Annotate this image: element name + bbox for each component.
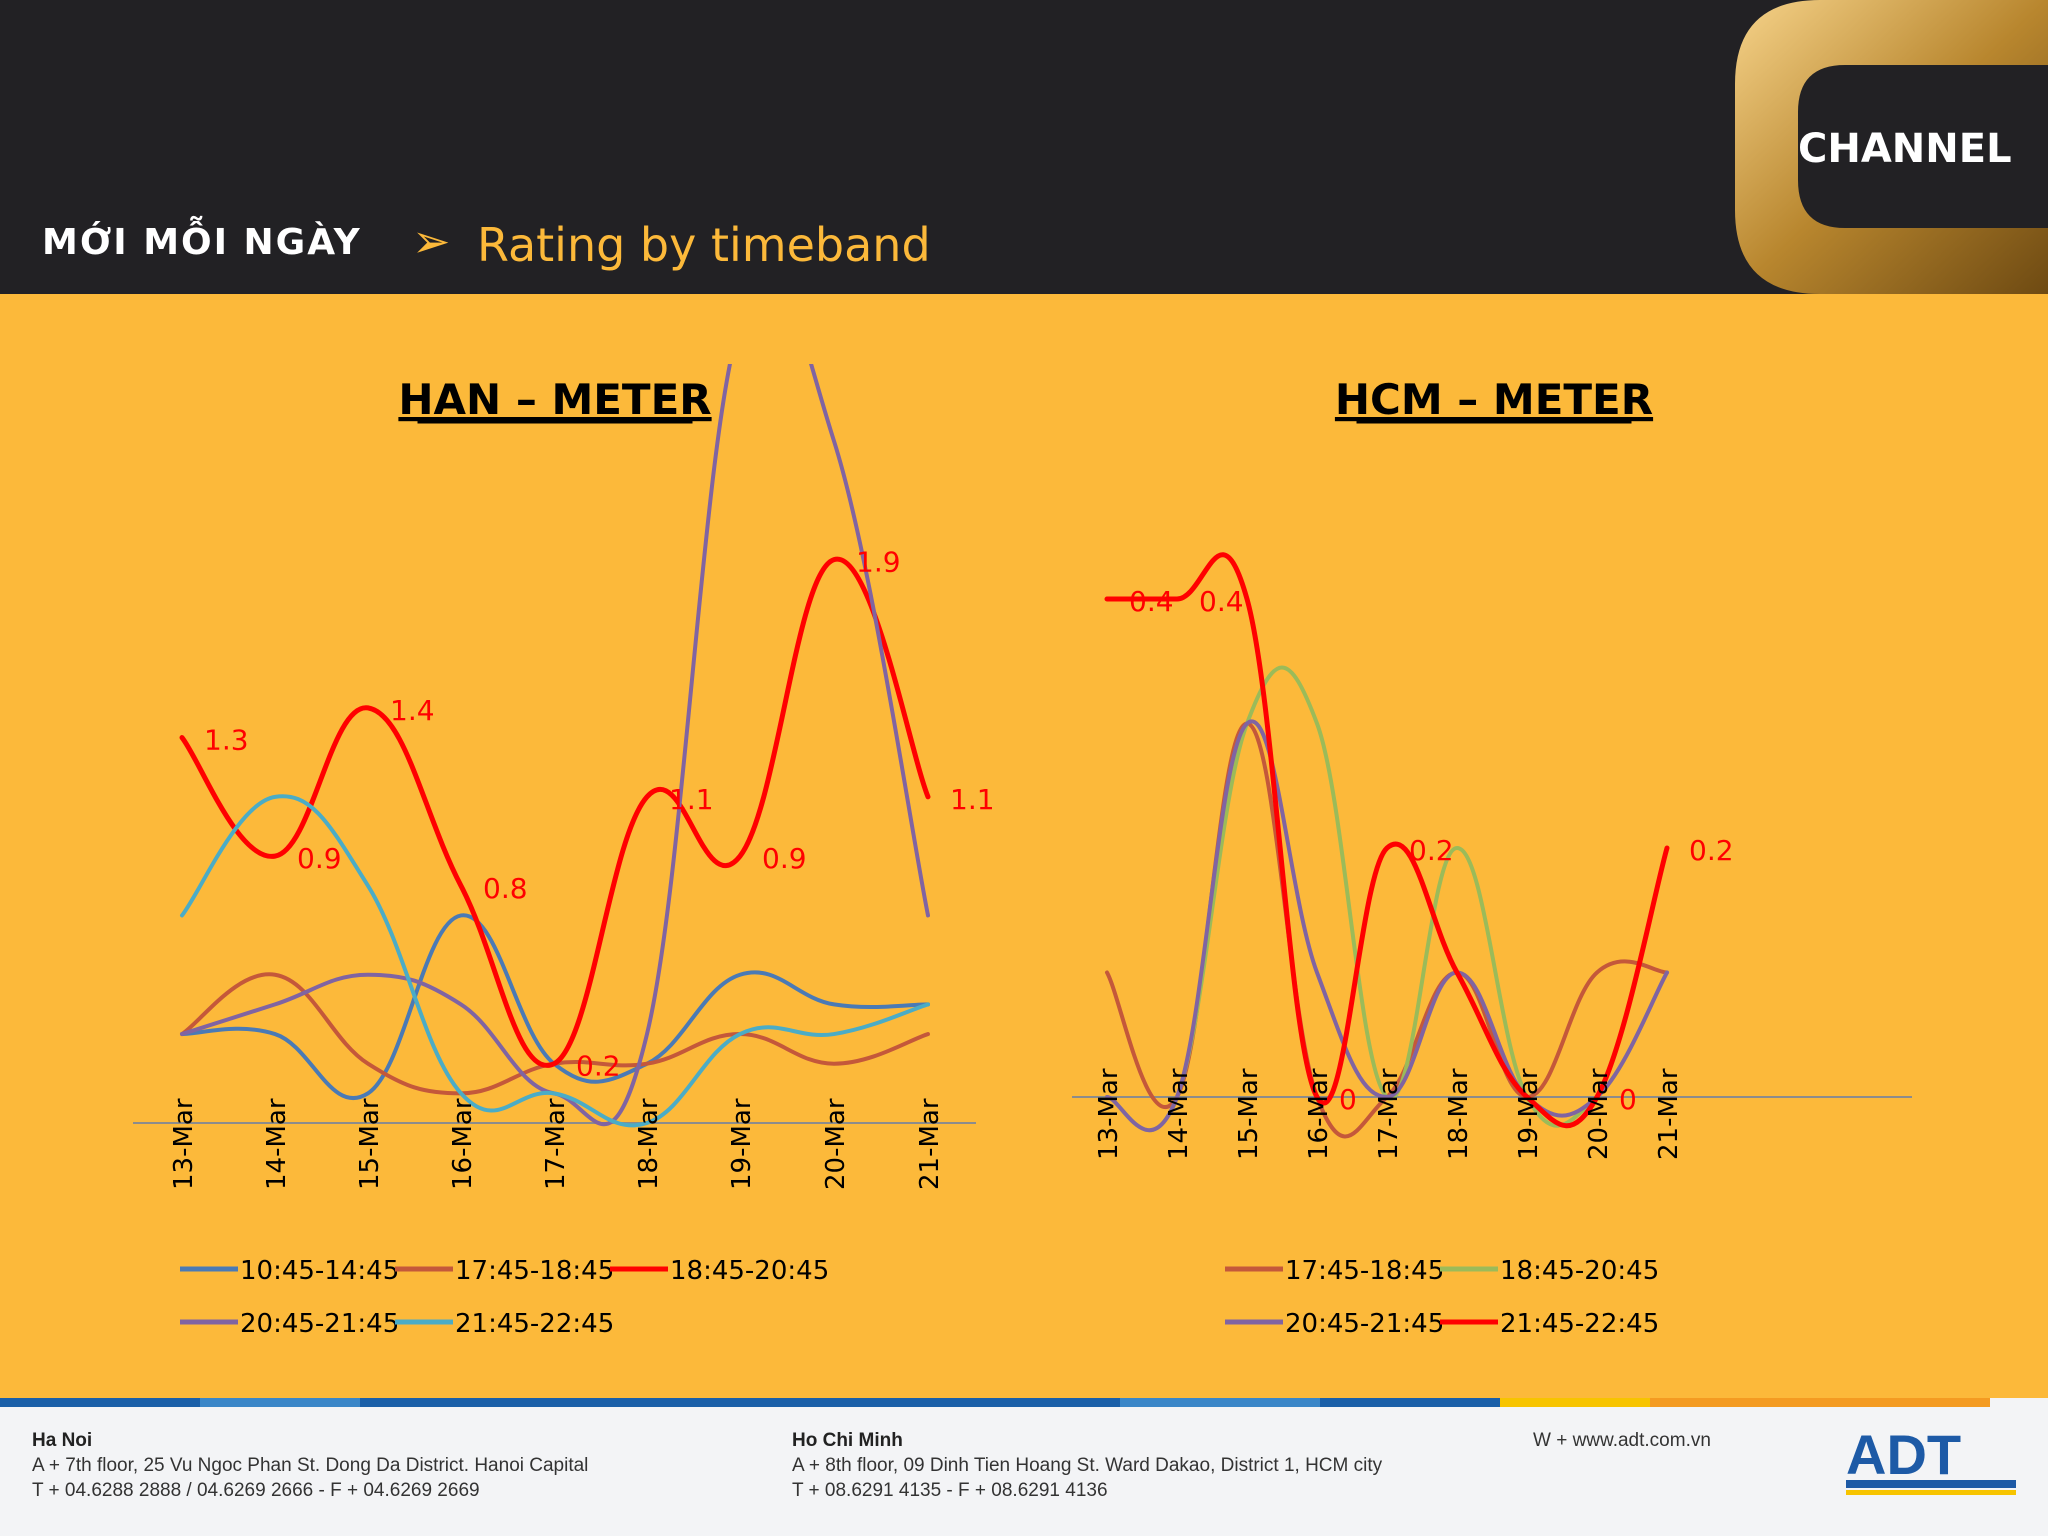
channel-logo: CHANNEL: [1735, 0, 2048, 294]
header-bar: MỚI MỖI NGÀY ➢ Rating by timeband CHANNE…: [0, 0, 2048, 294]
legend-label: 20:45-21:45: [1285, 1309, 1444, 1339]
series-line-2145_2245: [180, 794, 930, 1128]
x-tick-label: 13-Mar: [169, 1098, 199, 1190]
x-tick-label: 17-Mar: [541, 1098, 571, 1190]
footer-hcm-phone: T + 08.6291 4135 - F + 08.6291 4136: [792, 1480, 1108, 1501]
data-label: 1.3: [204, 724, 249, 757]
footer: Ha Noi A + 7th floor, 25 Vu Ngoc Phan St…: [0, 1398, 2048, 1536]
footer-hcm-city: Ho Chi Minh: [792, 1430, 903, 1451]
chart-hcm-meter: HCM – METER 0.4 0.4 0 0.2 0 0.2 13-Mar 14-Mar 15-…: [1072, 375, 1912, 1339]
footer-hanoi-city: Ha Noi: [32, 1430, 93, 1451]
footer-hcm-address: A + 8th floor, 09 Dinh Tien Hoang St. Wa…: [792, 1455, 1383, 1476]
legend-label: 21:45-22:45: [1500, 1309, 1659, 1339]
legend-label: 21:45-22:45: [455, 1309, 614, 1339]
data-label: 1.9: [856, 546, 901, 579]
data-label: 0.8: [483, 872, 528, 905]
data-label: 0.2: [1689, 834, 1734, 867]
footer-hanoi-address: A + 7th floor, 25 Vu Ngoc Phan St. Dong …: [32, 1455, 589, 1476]
data-label: 0.2: [576, 1050, 621, 1083]
footer-website-link[interactable]: W + www.adt.com.vn: [1533, 1430, 1711, 1451]
data-label: 0.9: [762, 842, 807, 875]
data-label: 0: [1339, 1083, 1357, 1116]
legend-entry: 21:45-22:45: [1440, 1309, 1659, 1339]
series-line-2145_2245: [1104, 552, 1670, 1129]
data-label: 1.1: [950, 783, 995, 816]
data-label: 0: [1619, 1083, 1637, 1116]
legend-entry: 18:45-20:45: [610, 1256, 829, 1286]
legend-label: 18:45-20:45: [670, 1256, 829, 1286]
legend-label: 17:45-18:45: [455, 1256, 614, 1286]
legend-entry: 17:45-18:45: [395, 1256, 614, 1286]
legend-entry: 20:45-21:45: [180, 1309, 399, 1339]
legend-label: 17:45-18:45: [1285, 1256, 1444, 1286]
footer-stripe: [0, 1398, 2048, 1407]
legend-label: 10:45-14:45: [240, 1256, 399, 1286]
chart-title: HAN – METER: [398, 375, 711, 424]
channel-logo-text: CHANNEL: [1798, 126, 2012, 172]
legend-entry: 18:45-20:45: [1440, 1256, 1659, 1286]
x-tick-label: 17-Mar: [1374, 1068, 1404, 1160]
charts-area: HAN – METER 1.3 0.9 1.4 0.8 0.2 1.1 0.9 1.9 1.1 13…: [133, 364, 1912, 1339]
x-tick-label: 19-Mar: [1514, 1068, 1544, 1160]
data-label: 0.9: [297, 842, 342, 875]
x-tick-label: 21-Mar: [915, 1098, 945, 1190]
legend-entry: 17:45-18:45: [1225, 1256, 1444, 1286]
series-line-1845_2045: [179, 557, 931, 1068]
series-line-2045_2145: [1105, 719, 1669, 1133]
x-tick-label: 21-Mar: [1654, 1068, 1684, 1160]
x-tick-label: 13-Mar: [1094, 1068, 1124, 1160]
x-tick-label: 19-Mar: [727, 1098, 757, 1190]
x-tick-label: 15-Mar: [1234, 1068, 1264, 1160]
chart-han-meter: HAN – METER 1.3 0.9 1.4 0.8 0.2 1.1 0.9 1.9 1.1 13…: [133, 364, 995, 1339]
legend-entry: 21:45-22:45: [395, 1309, 614, 1339]
series-line-1845_2045: [1105, 665, 1669, 1133]
x-tick-label: 15-Mar: [355, 1098, 385, 1190]
adt-logo-text: ADT: [1846, 1428, 1961, 1486]
footer-hanoi-phone: T + 04.6288 2888 / 04.6269 2666 - F + 04…: [32, 1480, 480, 1501]
x-tick-label: 18-Mar: [1444, 1068, 1474, 1160]
data-label: 0.4: [1129, 585, 1174, 618]
page-title: Rating by timeband: [477, 218, 931, 272]
footer-hcm: Ho Chi Minh A + 8th floor, 09 Dinh Tien …: [792, 1428, 1382, 1503]
x-tick-label: 14-Mar: [1164, 1068, 1194, 1160]
data-label: 1.4: [390, 694, 435, 727]
x-tick-label: 16-Mar: [1304, 1068, 1334, 1160]
legend-label: 18:45-20:45: [1500, 1256, 1659, 1286]
arrow-bullet-icon: ➢: [412, 214, 451, 268]
series-line-1045_1445: [180, 913, 930, 1101]
data-label: 1.1: [669, 783, 714, 816]
x-tick-label: 20-Mar: [1584, 1068, 1614, 1160]
x-tick-label: 20-Mar: [821, 1098, 851, 1190]
data-label: 0.4: [1199, 585, 1244, 618]
x-tick-label: 14-Mar: [262, 1098, 292, 1190]
chart-title: HCM – METER: [1335, 375, 1653, 424]
x-tick-label: 18-Mar: [634, 1098, 664, 1190]
adt-logo: ADT: [1846, 1428, 2016, 1495]
legend-entry: 20:45-21:45: [1225, 1309, 1444, 1339]
legend-label: 20:45-21:45: [240, 1309, 399, 1339]
data-label: 0.2: [1409, 834, 1454, 867]
legend-entry: 10:45-14:45: [180, 1256, 399, 1286]
show-logo: MỚI MỖI NGÀY: [42, 222, 362, 263]
footer-hanoi: Ha Noi A + 7th floor, 25 Vu Ngoc Phan St…: [32, 1428, 588, 1503]
x-tick-label: 16-Mar: [448, 1098, 478, 1190]
